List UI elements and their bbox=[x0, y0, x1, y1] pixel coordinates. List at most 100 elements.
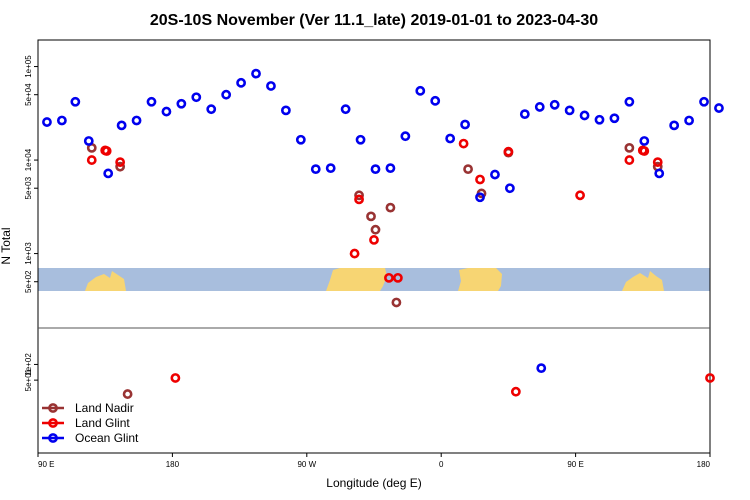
ocean-glint-point bbox=[103, 168, 114, 179]
ocean-glint-point bbox=[191, 92, 202, 103]
land-glint-point bbox=[384, 272, 394, 283]
land-glint-point bbox=[354, 194, 364, 205]
land-glint-point bbox=[575, 190, 585, 201]
x-tick-label: 90 E bbox=[567, 460, 583, 469]
ocean-glint-point bbox=[594, 114, 605, 125]
land-nadir-point bbox=[354, 190, 364, 201]
ocean-glint-point bbox=[609, 113, 620, 124]
legend-marker-ocean-glint bbox=[48, 433, 58, 443]
ocean-glint-point bbox=[176, 98, 187, 109]
ocean-glint-point bbox=[206, 104, 217, 115]
land-glint-point bbox=[458, 138, 469, 149]
x-tick-label: 90 E bbox=[38, 460, 54, 469]
legend-marker-land-nadir bbox=[48, 403, 58, 413]
ocean-glint-point bbox=[266, 81, 276, 91]
y-axis-label: N Total bbox=[0, 227, 13, 264]
ocean-glint-point bbox=[714, 103, 724, 113]
ocean-glint-point bbox=[161, 106, 172, 117]
land-mass bbox=[326, 268, 387, 291]
ocean-glint-point bbox=[460, 119, 470, 130]
ocean-glint-point bbox=[669, 120, 680, 131]
x-tick-label: 0 bbox=[439, 460, 444, 469]
land-glint-point bbox=[101, 146, 112, 156]
x-tick-label: 90 W bbox=[297, 460, 316, 469]
land-nadir-point bbox=[391, 297, 402, 308]
ocean-glint-point bbox=[116, 120, 127, 131]
land-nadir-point bbox=[624, 142, 635, 153]
land-glint-point bbox=[86, 155, 97, 165]
land-glint-point bbox=[510, 386, 521, 397]
ocean-glint-point bbox=[70, 96, 81, 107]
data-points bbox=[42, 68, 724, 399]
legend-label-land-glint: Land Glint bbox=[75, 416, 130, 430]
legend-label-land-nadir: Land Nadir bbox=[75, 401, 134, 415]
land-glint-point bbox=[392, 272, 403, 283]
ocean-glint-point bbox=[415, 85, 426, 96]
land-glint-point bbox=[115, 157, 126, 168]
ocean-glint-point bbox=[340, 104, 351, 115]
land-glint-point bbox=[705, 373, 715, 383]
y-tick-label: 5e+01 bbox=[24, 368, 33, 391]
y-tick-label: 5e+04 bbox=[24, 83, 33, 106]
x-tick-label: 180 bbox=[697, 460, 711, 469]
x-axis: 90 E 180 90 W 0 90 E 180 bbox=[37, 453, 711, 469]
land-nadir-point bbox=[463, 164, 473, 175]
ocean-glint-point bbox=[624, 96, 635, 107]
ocean-glint-point bbox=[564, 105, 575, 116]
land-glint-point bbox=[624, 155, 635, 165]
land-glint-point bbox=[170, 373, 181, 383]
ocean-glint-point bbox=[236, 77, 246, 88]
ocean-glint-point bbox=[385, 163, 396, 174]
ocean-glint-point bbox=[490, 169, 500, 180]
ocean-glint-point bbox=[42, 117, 52, 127]
ocean-glint-point bbox=[579, 110, 590, 121]
land-nadir-point bbox=[115, 161, 126, 172]
ocean-glint-point bbox=[355, 134, 366, 145]
ocean-glint-point bbox=[639, 136, 650, 146]
land-mass bbox=[458, 268, 502, 291]
x-tick-label: 180 bbox=[166, 460, 180, 469]
ocean-glint-point bbox=[684, 115, 694, 126]
x-axis-label: Longitude (deg E) bbox=[326, 476, 421, 490]
ocean-glint-point bbox=[430, 95, 441, 106]
land-nadir-point bbox=[122, 389, 133, 399]
ocean-glint-point bbox=[221, 89, 232, 100]
legend-marker-land-glint bbox=[48, 418, 58, 428]
ocean-glint-point bbox=[310, 164, 321, 175]
y-tick-label: 5e+02 bbox=[24, 270, 33, 293]
ocean-glint-point bbox=[325, 163, 336, 174]
ocean-glint-point bbox=[295, 134, 306, 145]
land-mass bbox=[85, 271, 126, 291]
land-glint-point bbox=[503, 146, 514, 157]
land-nadir-point bbox=[385, 202, 396, 213]
y-tick-label: 1e+02 bbox=[24, 353, 33, 376]
ocean-glint-point bbox=[534, 102, 545, 112]
ocean-glint-point bbox=[536, 363, 547, 374]
y-tick-label: 5e+03 bbox=[24, 176, 33, 199]
land-nadir-point bbox=[366, 211, 376, 222]
ocean-glint-point bbox=[699, 96, 709, 107]
land-glint-point bbox=[639, 146, 650, 156]
land-mass bbox=[622, 271, 664, 291]
y-tick-label: 1e+03 bbox=[24, 242, 33, 265]
land-glint-point bbox=[349, 248, 360, 259]
plot-frame bbox=[37, 39, 711, 454]
ocean-glint-point bbox=[504, 183, 515, 194]
ocean-glint-point bbox=[131, 115, 142, 126]
ocean-glint-point bbox=[549, 99, 560, 110]
ocean-glint-point bbox=[475, 192, 485, 203]
ocean-glint-point bbox=[445, 133, 456, 144]
ocean-glint-point bbox=[251, 68, 261, 79]
land-glint-point bbox=[475, 174, 485, 185]
ocean-glint-point bbox=[146, 96, 157, 107]
land-ocean-map-strip bbox=[38, 268, 710, 291]
ocean-glint-point bbox=[519, 109, 530, 120]
land-glint-point bbox=[652, 157, 663, 168]
land-glint-point bbox=[369, 235, 379, 245]
ocean-glint-point bbox=[400, 131, 411, 142]
ocean-glint-point bbox=[56, 115, 67, 126]
y-tick-label: 1e+04 bbox=[24, 148, 33, 171]
